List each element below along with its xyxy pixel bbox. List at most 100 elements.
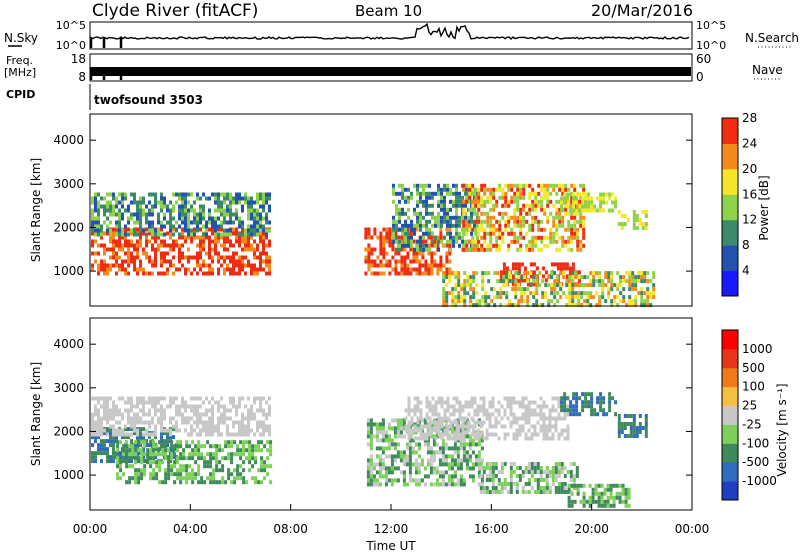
velocity-cell-1843: [569, 400, 573, 405]
velocity-cell-1793: [554, 470, 558, 474]
velocity-cell-1816: [566, 470, 570, 474]
velocity-cell-296: [170, 452, 174, 457]
velocity-cell-620: [136, 432, 139, 437]
power-cell-543: [139, 200, 142, 205]
velocity-cell-1751: [530, 474, 534, 478]
power-cell-696: [208, 208, 211, 213]
power-cell-862: [367, 251, 371, 256]
power-cell-2326: [640, 287, 644, 292]
power-cell-931: [394, 271, 398, 276]
power-cell-364: [244, 239, 247, 244]
velocity-cell-347: [191, 456, 195, 461]
power-cell-402: [259, 255, 262, 260]
power-cell-190: [169, 247, 172, 252]
power-cell-1411: [474, 219, 478, 224]
velocity-cell-1995: [609, 487, 613, 492]
velocity-colorbar-tick-6: -500: [742, 455, 769, 469]
velocity-cell-1272: [471, 474, 475, 479]
power-cell-698: [208, 216, 211, 221]
velocity-cell-350: [191, 476, 195, 481]
power-cell-1822: [517, 262, 521, 267]
velocity-cell-1746: [527, 482, 531, 486]
velocity-cell-1770: [539, 490, 543, 494]
power-cell-1037: [436, 271, 440, 276]
velocity-cell-967: [387, 434, 391, 439]
power-cell-1207: [431, 239, 434, 244]
velocity-cell-367: [200, 444, 204, 449]
power-cell-2035: [469, 299, 473, 304]
power-cell-2313: [634, 279, 638, 284]
power-cell-1746: [570, 215, 574, 220]
power-cell-1626: [534, 203, 538, 208]
power-cell-159: [154, 259, 157, 264]
velocity-cell-1929: [635, 434, 639, 438]
velocity-cell-1320: [410, 428, 414, 433]
power-cell-1469: [489, 219, 493, 224]
power-cell-1467: [489, 207, 493, 212]
power-cell-315: [226, 235, 229, 240]
velocity-cell-1702: [497, 490, 501, 494]
power-cell-490: [115, 200, 118, 205]
velocity-cell-10: [94, 439, 97, 444]
power-cell-288: [214, 239, 217, 244]
power-cell-2091: [505, 295, 509, 300]
power-cell-832: [262, 208, 265, 213]
velocity-cell-1060: [414, 450, 418, 455]
power-cell-302: [220, 243, 223, 248]
power-cell-2069: [493, 271, 497, 276]
power-cell-2129: [526, 303, 530, 308]
velocity-colorbar-swatch-5: [722, 386, 738, 407]
velocity-cell-1731: [518, 466, 522, 470]
power-cell-631: [181, 192, 184, 197]
power-cell-1941: [605, 192, 609, 197]
velocity-cell-606: [130, 432, 133, 437]
velocity-colorbar-tick-2: 100: [742, 380, 765, 394]
velocity-cell-1829: [575, 470, 579, 474]
power-cell-1613: [531, 203, 535, 208]
velocity-ytick-label-1: 2000: [53, 424, 84, 438]
power-cell-357: [241, 239, 244, 244]
power-cell-565: [148, 220, 151, 225]
power-cell-4: [91, 251, 94, 256]
power-cell-2215: [577, 299, 581, 304]
velocity-cell-611: [133, 424, 136, 429]
power-cell-1853: [550, 262, 554, 267]
velocity-cell-1686: [491, 462, 495, 466]
velocity-cell-964: [384, 482, 388, 487]
power-cell-1827: [520, 262, 524, 267]
power-cell-911: [388, 239, 392, 244]
velocity-cell-2022: [627, 503, 631, 508]
power-cell-813: [256, 208, 259, 213]
velocity-cell-572: [115, 408, 118, 413]
velocity-cell-1859: [578, 412, 582, 417]
power-cell-1395: [468, 247, 472, 252]
velocity-cell-1748: [530, 462, 534, 466]
power-cell-1457: [486, 215, 490, 220]
power-cell-1187: [425, 227, 428, 232]
power-cell-2296: [625, 303, 629, 308]
velocity-cell-1852: [575, 392, 579, 397]
power-cell-1725: [564, 207, 568, 212]
power-cell-2022: [463, 291, 467, 296]
power-cell-623: [178, 192, 181, 197]
power-cell-2347: [649, 303, 653, 308]
velocity-cell-1082: [420, 458, 424, 463]
velocity-cell-83: [130, 439, 133, 444]
velocity-cell-1327: [413, 428, 417, 433]
velocity-cell-222: [137, 468, 141, 473]
power-cell-1985: [445, 275, 449, 280]
velocity-cell-273: [161, 444, 165, 449]
velocity-cell-1016: [402, 422, 406, 427]
power-cell-509: [121, 212, 124, 217]
power-cell-2060: [484, 295, 488, 300]
velocity-cell-1551: [515, 436, 519, 441]
power-cell-804: [253, 212, 256, 217]
power-cell-1960: [632, 210, 636, 214]
power-cell-1997: [451, 295, 455, 300]
velocity-cell-1005: [396, 478, 400, 483]
power-cell-1622: [531, 247, 535, 252]
velocity-cell-923: [375, 434, 379, 439]
power-cell-1531: [507, 223, 511, 228]
power-cell-476: [109, 192, 112, 197]
